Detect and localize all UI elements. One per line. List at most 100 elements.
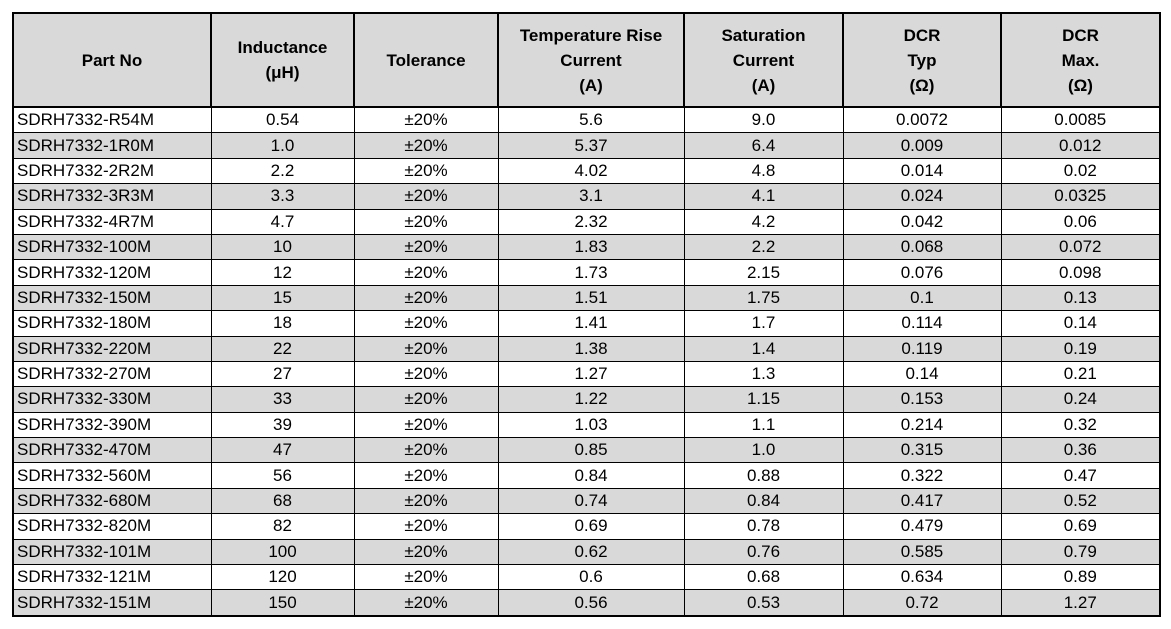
cell-inductance: 39 — [210, 411, 355, 439]
cell-part-no: SDRH7332-470M — [12, 437, 212, 464]
cell-saturation-current: 0.53 — [683, 589, 844, 617]
cell-tolerance: ±20% — [353, 132, 499, 159]
column-header-line: Saturation — [721, 25, 806, 45]
cell-saturation-current: 0.88 — [683, 462, 844, 489]
table-row: SDRH7332-330M 33 ±20% 1.22 1.15 0.153 0.24 — [12, 386, 1161, 413]
cell-tolerance: ±20% — [353, 411, 499, 439]
cell-temperature-rise-current: 1.38 — [497, 335, 685, 362]
cell-dcr-max: 0.69 — [1000, 513, 1161, 540]
cell-inductance: 82 — [210, 513, 355, 540]
column-header-line: DCR — [903, 25, 941, 45]
table-row: SDRH7332-120M 12 ±20% 1.73 2.15 0.076 0.098 — [12, 259, 1161, 286]
cell-part-no: SDRH7332-2R2M — [12, 157, 212, 185]
table-row: SDRH7332-270M 27 ±20% 1.27 1.3 0.14 0.21 — [12, 360, 1161, 388]
cell-dcr-typ: 0.068 — [842, 233, 1002, 261]
cell-inductance: 56 — [210, 462, 355, 489]
cell-inductance: 100 — [210, 538, 355, 566]
cell-temperature-rise-current: 2.32 — [497, 208, 685, 235]
cell-saturation-current: 0.84 — [683, 487, 844, 515]
table-row: SDRH7332-2R2M 2.2 ±20% 4.02 4.8 0.014 0.02 — [12, 157, 1161, 185]
table-row: SDRH7332-820M 82 ±20% 0.69 0.78 0.479 0.69 — [12, 513, 1161, 540]
cell-dcr-typ: 0.585 — [842, 538, 1002, 566]
cell-dcr-typ: 0.0072 — [842, 106, 1002, 134]
table-body: SDRH7332-R54M 0.54 ±20% 5.6 9.0 0.0072 0.0085 S… — [12, 106, 1161, 617]
column-header-dcr-typ: DCR Typ (Ω) — [842, 12, 1002, 108]
table-row: SDRH7332-680M 68 ±20% 0.74 0.84 0.417 0.52 — [12, 487, 1161, 515]
cell-inductance: 0.54 — [210, 106, 355, 134]
cell-temperature-rise-current: 4.02 — [497, 157, 685, 185]
cell-tolerance: ±20% — [353, 157, 499, 185]
cell-inductance: 68 — [210, 487, 355, 515]
table-row: SDRH7332-100M 10 ±20% 1.83 2.2 0.068 0.072 — [12, 233, 1161, 261]
cell-inductance: 12 — [210, 259, 355, 286]
table-row: SDRH7332-121M 120 ±20% 0.6 0.68 0.634 0.89 — [12, 564, 1161, 591]
cell-tolerance: ±20% — [353, 589, 499, 617]
cell-tolerance: ±20% — [353, 183, 499, 210]
cell-inductance: 1.0 — [210, 132, 355, 159]
column-header-line: Tolerance — [386, 50, 466, 70]
table-row: SDRH7332-1R0M 1.0 ±20% 5.37 6.4 0.009 0.012 — [12, 132, 1161, 159]
cell-saturation-current: 6.4 — [683, 132, 844, 159]
cell-inductance: 10 — [210, 233, 355, 261]
cell-part-no: SDRH7332-100M — [12, 233, 212, 261]
cell-saturation-current: 4.1 — [683, 183, 844, 210]
cell-inductance: 27 — [210, 360, 355, 388]
cell-dcr-typ: 0.315 — [842, 437, 1002, 464]
table-row: SDRH7332-101M 100 ±20% 0.62 0.76 0.585 0.79 — [12, 538, 1161, 566]
cell-saturation-current: 1.75 — [683, 284, 844, 312]
cell-dcr-max: 0.02 — [1000, 157, 1161, 185]
table-row: SDRH7332-4R7M 4.7 ±20% 2.32 4.2 0.042 0.06 — [12, 208, 1161, 235]
cell-dcr-typ: 0.1 — [842, 284, 1002, 312]
cell-dcr-max: 0.89 — [1000, 564, 1161, 591]
cell-tolerance: ±20% — [353, 208, 499, 235]
cell-dcr-typ: 0.214 — [842, 411, 1002, 439]
cell-dcr-max: 0.13 — [1000, 284, 1161, 312]
cell-dcr-typ: 0.72 — [842, 589, 1002, 617]
cell-saturation-current: 0.78 — [683, 513, 844, 540]
cell-inductance: 2.2 — [210, 157, 355, 185]
cell-part-no: SDRH7332-270M — [12, 360, 212, 388]
table-row: SDRH7332-3R3M 3.3 ±20% 3.1 4.1 0.024 0.0325 — [12, 183, 1161, 210]
cell-dcr-typ: 0.634 — [842, 564, 1002, 591]
cell-saturation-current: 1.15 — [683, 386, 844, 413]
cell-dcr-max: 0.012 — [1000, 132, 1161, 159]
cell-tolerance: ±20% — [353, 360, 499, 388]
column-header-line: Inductance — [237, 38, 328, 57]
cell-part-no: SDRH7332-560M — [12, 462, 212, 489]
cell-dcr-typ: 0.119 — [842, 335, 1002, 362]
column-header-line: Current — [732, 50, 795, 70]
inductor-spec-table: Part No Inductance (μH) Tolerance Temperatur… — [12, 12, 1161, 617]
cell-dcr-typ: 0.009 — [842, 132, 1002, 159]
cell-saturation-current: 0.76 — [683, 538, 844, 566]
cell-saturation-current: 4.2 — [683, 208, 844, 235]
column-header-line: DCR — [1062, 25, 1099, 45]
cell-dcr-typ: 0.024 — [842, 183, 1002, 210]
cell-tolerance: ±20% — [353, 538, 499, 566]
cell-tolerance: ±20% — [353, 284, 499, 312]
cell-dcr-typ: 0.479 — [842, 513, 1002, 540]
cell-part-no: SDRH7332-101M — [12, 538, 212, 566]
column-header-line: (A) — [751, 75, 776, 95]
cell-dcr-max: 0.79 — [1000, 538, 1161, 566]
cell-saturation-current: 0.68 — [683, 564, 844, 591]
cell-tolerance: ±20% — [353, 386, 499, 413]
cell-temperature-rise-current: 0.84 — [497, 462, 685, 489]
cell-saturation-current: 2.15 — [683, 259, 844, 286]
cell-dcr-max: 0.06 — [1000, 208, 1161, 235]
cell-dcr-typ: 0.014 — [842, 157, 1002, 185]
cell-dcr-max: 0.47 — [1000, 462, 1161, 489]
cell-temperature-rise-current: 1.03 — [497, 411, 685, 439]
table-row: SDRH7332-150M 15 ±20% 1.51 1.75 0.1 0.13 — [12, 284, 1161, 312]
cell-inductance: 33 — [210, 386, 355, 413]
cell-tolerance: ±20% — [353, 437, 499, 464]
cell-temperature-rise-current: 0.85 — [497, 437, 685, 464]
cell-dcr-max: 0.52 — [1000, 487, 1161, 515]
cell-part-no: SDRH7332-120M — [12, 259, 212, 286]
cell-dcr-typ: 0.322 — [842, 462, 1002, 489]
table-header: Part No Inductance (μH) Tolerance Temperatur… — [12, 12, 1161, 108]
cell-dcr-typ: 0.14 — [842, 360, 1002, 388]
cell-dcr-typ: 0.042 — [842, 208, 1002, 235]
cell-dcr-max: 0.24 — [1000, 386, 1161, 413]
cell-dcr-max: 0.36 — [1000, 437, 1161, 464]
cell-inductance: 15 — [210, 284, 355, 312]
